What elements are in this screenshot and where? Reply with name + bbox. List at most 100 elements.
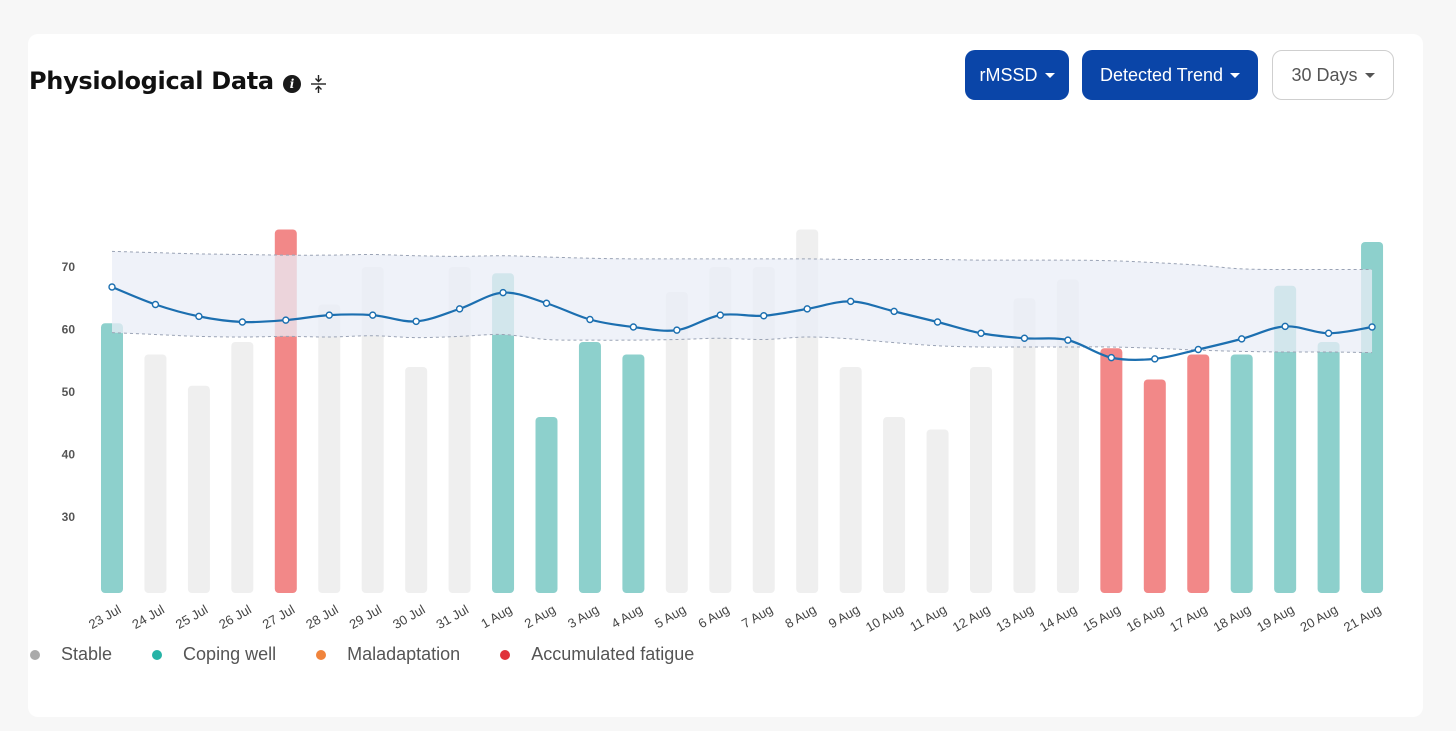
x-tick-label: 10 Aug	[863, 602, 906, 635]
x-tick-label: 27 Jul	[260, 602, 298, 632]
caret-down-icon	[1364, 72, 1375, 78]
x-tick-label: 29 Jul	[347, 602, 385, 632]
bar-19-aug	[1274, 285, 1297, 593]
trend-dropdown-label: Detected Trend	[1099, 64, 1224, 85]
trend-point-12-aug	[977, 329, 985, 337]
bar-20-aug	[1317, 342, 1340, 593]
x-tick-label: 13 Aug	[993, 602, 1036, 635]
trend-point-18-aug	[1237, 335, 1246, 343]
metric-dropdown-button[interactable]: rMSSD	[965, 50, 1069, 100]
x-tick-label: 6 Aug	[695, 602, 731, 632]
x-tick-label: 17 Aug	[1167, 602, 1210, 635]
x-tick-label: 14 Aug	[1037, 602, 1080, 635]
legend-dot	[500, 649, 511, 660]
bar-24-jul	[144, 354, 167, 593]
trend-point-17-aug	[1194, 345, 1202, 354]
trend-point-9-aug	[846, 297, 855, 306]
trend-point-1-aug	[499, 288, 507, 297]
legend-dot	[30, 649, 40, 660]
y-tick-label: 30	[62, 510, 76, 524]
chart-legend: Stable Coping well Maladaptation Accumul…	[30, 644, 734, 665]
x-tick-label: 12 Aug	[950, 602, 993, 635]
collapse-vertical-icon[interactable]	[310, 74, 327, 94]
trend-point-25-jul	[195, 312, 203, 321]
x-tick-label: 5 Aug	[652, 602, 688, 632]
legend-item-coping-well[interactable]: Coping well	[152, 644, 276, 665]
trend-point-11-aug	[933, 318, 942, 326]
legend-item-stable[interactable]: Stable	[30, 644, 112, 665]
y-tick-label: 40	[62, 448, 76, 462]
range-dropdown-label: 30 Days	[1291, 64, 1358, 85]
trend-point-16-aug	[1151, 355, 1159, 363]
trend-point-26-jul	[238, 318, 247, 326]
range-dropdown-button[interactable]: 30 Days	[1272, 50, 1394, 100]
x-tick-label: 15 Aug	[1080, 602, 1123, 635]
bar-26-jul	[231, 342, 254, 593]
bar-13-aug	[1013, 298, 1036, 593]
x-tick-label: 7 Aug	[739, 602, 775, 632]
bar-7-aug	[752, 267, 775, 593]
bar-17-aug	[1187, 354, 1210, 593]
trend-point-14-aug	[1064, 336, 1072, 344]
x-tick-label: 30 Jul	[390, 602, 428, 632]
x-tick-label: 8 Aug	[782, 602, 818, 632]
bar-1-aug	[492, 273, 515, 593]
x-tick-label: 9 Aug	[826, 602, 862, 632]
legend-label: Maladaptation	[347, 644, 461, 664]
trend-point-8-aug	[803, 305, 811, 313]
y-tick-label: 60	[62, 323, 76, 337]
info-icon[interactable]: i	[283, 75, 301, 93]
trend-point-10-aug	[890, 307, 898, 316]
metric-dropdown-label: rMSSD	[979, 64, 1038, 85]
bar-12-aug	[970, 367, 992, 593]
band-upper-line	[111, 250, 1373, 271]
legend-label: Coping well	[183, 644, 277, 664]
page-title: Physiological Data	[29, 67, 274, 95]
y-tick-label: 70	[62, 260, 76, 274]
x-tick-label: 31 Jul	[434, 602, 472, 632]
bar-15-aug	[1100, 348, 1123, 593]
trend-point-3-aug	[586, 315, 594, 324]
x-tick-label: 20 Aug	[1298, 602, 1341, 635]
bar-3-aug	[578, 342, 601, 593]
caret-down-icon	[1230, 72, 1241, 78]
trend-point-31-jul	[455, 305, 464, 313]
bar-23-jul	[101, 323, 123, 593]
legend-label: Stable	[61, 644, 113, 664]
y-tick-label: 50	[62, 385, 76, 399]
bar-28-jul	[318, 304, 341, 593]
x-tick-label: 23 Jul	[86, 602, 124, 632]
caret-down-icon	[1044, 72, 1055, 78]
bar-9-aug	[839, 367, 862, 593]
x-tick-label: 25 Jul	[173, 602, 211, 632]
x-tick-label: 4 Aug	[609, 602, 645, 632]
normal-range-band	[112, 251, 1373, 353]
x-tick-label: 24 Jul	[129, 602, 167, 632]
legend-item-maladaptation[interactable]: Maladaptation	[316, 644, 460, 665]
x-tick-label: 2 Aug	[522, 602, 558, 632]
x-tick-label: 28 Jul	[303, 602, 341, 632]
trend-point-24-jul	[151, 300, 160, 309]
bar-5-aug	[665, 292, 688, 593]
trend-point-19-aug	[1281, 322, 1289, 331]
trend-point-2-aug	[542, 299, 551, 307]
trend-dropdown-button[interactable]: Detected Trend	[1082, 50, 1258, 100]
x-tick-label: 3 Aug	[565, 602, 601, 632]
x-tick-label: 21 Aug	[1341, 602, 1384, 635]
bar-25-jul	[187, 385, 210, 593]
trend-point-13-aug	[1020, 334, 1029, 342]
legend-item-accumulated-fatigue[interactable]: Accumulated fatigue	[500, 644, 694, 665]
bar-6-aug	[709, 267, 732, 593]
trend-point-7-aug	[760, 312, 768, 320]
trend-point-30-jul	[412, 317, 420, 326]
x-tick-label: 11 Aug	[907, 602, 949, 635]
trend-point-23-jul	[108, 283, 116, 291]
bar-2-aug	[535, 417, 558, 593]
bar-4-aug	[622, 354, 645, 593]
bar-16-aug	[1143, 379, 1166, 593]
bar-31-jul	[448, 267, 471, 593]
x-tick-label: 26 Jul	[216, 602, 254, 632]
trend-point-5-aug	[673, 326, 681, 334]
bar-29-jul	[361, 267, 384, 593]
